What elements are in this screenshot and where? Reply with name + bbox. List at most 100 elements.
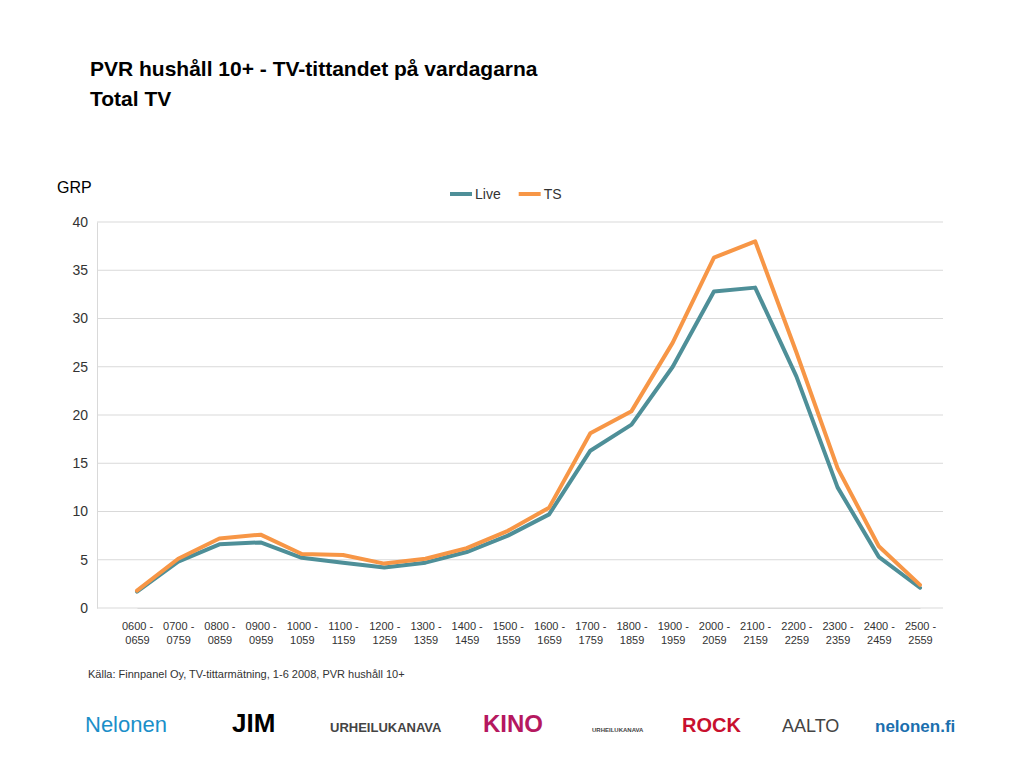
x-tick-label: 2000 - 2059 [699,620,731,646]
x-tick: 1900 -1959 [658,608,690,646]
legend-swatch [450,192,472,196]
x-tick: 1400 - 1459 [452,608,484,646]
logo: AALTO [782,716,839,736]
x-tick-label-line: 0659 [125,634,149,646]
series-line [137,241,920,590]
legend-item: TS [519,186,562,202]
y-tick-label: 0 [80,600,88,616]
x-tick-label-line: 1459 [455,634,479,646]
y-tick: 35 [72,262,97,278]
x-tick: 1200 - 1259 [369,608,401,646]
x-tick-label: 1800 -1859 [616,620,648,646]
x-tick-label-line: 1500 - [493,620,525,632]
x-tick-label-line: 2059 [702,634,726,646]
x-tick: 1800 -1859 [616,608,648,646]
x-tick-label: 1900 -1959 [658,620,690,646]
x-tick-label-line: 0800 - [204,620,236,632]
legend-swatch [519,192,541,196]
x-tick-label: 1200 - 1259 [369,620,401,646]
y-tick: 5 [80,552,97,568]
legend-label: Live [475,186,501,202]
x-tick: 0800 - 0859 [204,608,236,646]
x-tick-label-line: 2459 [867,634,891,646]
grid [97,222,943,608]
y-label: GRP [57,179,92,196]
title: PVR hushåll 10+ - TV-tittandet på vardag… [90,57,538,80]
x-tick-label: 1600 -1659 [534,620,566,646]
x-tick-label-line: 1000 - [287,620,319,632]
x-tick-label-line: 1200 - [369,620,401,632]
x-tick: 2300 -2359 [822,608,854,646]
x-tick-label: 0800 - 0859 [204,620,236,646]
logo: URHEILUKANAVA [330,720,442,735]
y-tick-label: 15 [72,455,88,471]
series-line [137,288,920,592]
x-tick-label-line: 1600 - [534,620,566,632]
x-tick: 2400 -2459 [864,608,896,646]
x-tick-label-line: 2500 - [905,620,937,632]
y-tick-label: 40 [72,214,88,230]
y-tick-label: 35 [72,262,88,278]
x-tick-label: 2200 -2259 [781,620,813,646]
x-tick-label: 1400 - 1459 [452,620,484,646]
x-tick-label-line: 1159 [332,634,356,646]
x-tick-label-line: 1359 [414,634,438,646]
x-tick-label-line: 2559 [908,634,932,646]
x-tick: 2000 - 2059 [699,608,731,646]
y-tick: 0 [80,600,97,616]
x-tick-label-line: 1959 [661,634,685,646]
x-tick-label: 2500 - 2559 [905,620,937,646]
grid-line [97,608,943,609]
x-tick-label-line: 2000 - [699,620,731,632]
x-tick-label-line: 2300 - [822,620,854,632]
y-tick-label: 5 [80,552,88,568]
source: Källa: Finnpanel Oy, TV-tittarmätning, 1… [88,668,405,680]
grid-line [97,415,943,416]
x-tick-label-line: 0700 - [163,620,195,632]
x-tick: 1700 -1759 [575,608,607,646]
lines [137,241,920,591]
x-tick-label-line: 1300 - [410,620,442,632]
logo: JIM [232,708,275,738]
x-tick-label-line: 1259 [373,634,397,646]
y-axis: 0510152025303540 [72,214,97,616]
x-tick-label: 2100 -2159 [740,620,772,646]
x-tick: 1300 - 1359 [410,608,442,646]
x-tick-label: 0600 -0659 [122,620,154,646]
x-tick-label-line: 2200 - [781,620,813,632]
x-tick-label-line: 1700 - [575,620,607,632]
logo: Nelonen [85,712,167,737]
x-tick-label-line: 0859 [208,634,232,646]
legend-label: TS [544,186,562,202]
x-tick: 1100 -1159 [328,608,359,646]
y-tick: 10 [72,503,97,519]
logo: ROCK [682,714,741,736]
footer: NelonenJIMURHEILUKANAVAKINOURHEILUKANAVA… [85,708,955,738]
grid-line [97,270,943,271]
grid-line [97,366,943,367]
legend-item: Live [450,186,501,202]
y-tick-label: 25 [72,359,88,375]
grid-line [97,559,943,560]
x-tick: 2200 -2259 [781,608,813,646]
subtitle: Total TV [90,87,171,110]
y-tick: 30 [72,310,97,326]
x-tick-label-line: 1059 [290,634,314,646]
x-tick: 0700 -0759 [163,608,195,646]
x-tick-label-line: 1400 - [452,620,484,632]
y-axis-line [97,223,98,609]
x-tick: 1000 - 1059 [287,608,319,646]
x-tick: 0900 - 0959 [246,608,278,646]
grid-line [97,222,943,223]
x-tick-label-line: 0959 [249,634,273,646]
y-tick-label: 30 [72,310,88,326]
x-tick-label: 0700 -0759 [163,620,195,646]
x-tick: 2500 - 2559 [905,608,937,646]
x-axis: 0600 -0659 0700 -0759 0800 - 0859 0900 - 0959… [122,608,937,646]
x-tick-label: 1000 - 1059 [287,620,319,646]
x-tick: 0600 -0659 [122,608,154,646]
x-tick-label: 2400 -2459 [864,620,896,646]
x-tick-label-line: 0900 - [246,620,278,632]
grid-line [97,318,943,319]
x-tick: 1600 -1659 [534,608,566,646]
